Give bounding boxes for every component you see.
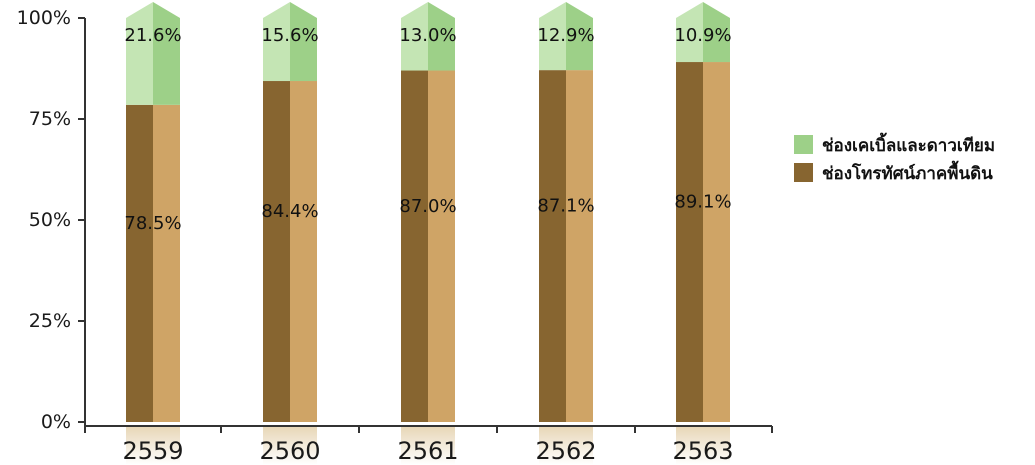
- bar-tip-2562: [539, 2, 566, 18]
- x-tick-label: 2562: [535, 437, 596, 465]
- bar-terrestrial-2561: [401, 70, 428, 423]
- y-tick-label: 50%: [29, 209, 71, 231]
- x-tick-label: 2561: [397, 437, 458, 465]
- bar-tip-2561: [401, 2, 428, 18]
- bar-cable-2560: [263, 18, 290, 82]
- bar-terrestrial-2563: [676, 62, 703, 422]
- bar-tip-2559: [126, 2, 153, 18]
- legend-swatch: [794, 163, 813, 182]
- x-tick-label: 2559: [122, 437, 183, 465]
- bar-terrestrial-face-2563: [703, 62, 730, 422]
- bar-tip-face-2562: [566, 2, 593, 18]
- bar-cable-2562: [539, 18, 566, 71]
- legend-label: ช่องโทรทัศน์ภาคพื้นดิน: [822, 160, 993, 184]
- bar-terrestrial-2560: [263, 81, 290, 423]
- data-label-terrestrial: 89.1%: [674, 192, 731, 213]
- bar-tip-face-2563: [703, 2, 730, 18]
- bar-cable-face-2559: [153, 18, 180, 105]
- bar-terrestrial-2562: [539, 70, 566, 422]
- bar-cable-2561: [401, 18, 428, 71]
- y-tick-label: 0%: [41, 411, 71, 433]
- y-tick-label: 100%: [17, 7, 71, 29]
- bar-tip-face-2560: [290, 2, 317, 18]
- bar-terrestrial-face-2561: [428, 70, 455, 423]
- data-label-terrestrial: 87.0%: [399, 196, 456, 217]
- data-label-cable: 13.0%: [399, 25, 456, 46]
- bar-tip-face-2559: [153, 2, 180, 18]
- bar-cable-2563: [676, 18, 703, 63]
- data-label-terrestrial: 84.4%: [261, 201, 318, 222]
- category-band-2560: [263, 426, 317, 465]
- y-tick-label: 25%: [29, 310, 71, 332]
- bar-cable-face-2561: [428, 18, 455, 71]
- bar-cable-face-2560: [290, 18, 317, 82]
- data-label-terrestrial: 87.1%: [537, 196, 594, 217]
- bar-terrestrial-2559: [126, 104, 153, 423]
- x-tick-label: 2560: [259, 437, 320, 465]
- bar-terrestrial-face-2560: [290, 81, 317, 423]
- x-tick-label: 2563: [672, 437, 733, 465]
- bar-cable-face-2562: [566, 18, 593, 71]
- data-label-cable: 12.9%: [537, 25, 594, 46]
- category-band-2563: [676, 426, 730, 465]
- bar-tip-2563: [676, 2, 703, 18]
- bar-terrestrial-face-2559: [153, 104, 180, 423]
- data-label-terrestrial: 78.5%: [124, 213, 181, 234]
- bar-cable-2559: [126, 18, 153, 105]
- data-label-cable: 15.6%: [261, 25, 318, 46]
- bar-terrestrial-face-2562: [566, 70, 593, 422]
- y-tick-label: 75%: [29, 108, 71, 130]
- category-band-2561: [401, 426, 455, 465]
- data-label-cable: 21.6%: [124, 25, 181, 46]
- bar-cable-face-2563: [703, 18, 730, 63]
- bar-tip-face-2561: [428, 2, 455, 18]
- data-label-cable: 10.9%: [674, 25, 731, 46]
- legend-label: ช่องเคเบิ้ลและดาวเทียม: [822, 132, 995, 156]
- bar-tip-2560: [263, 2, 290, 18]
- legend-swatch: [794, 135, 813, 154]
- category-band-2559: [126, 426, 180, 465]
- category-band-2562: [539, 426, 593, 465]
